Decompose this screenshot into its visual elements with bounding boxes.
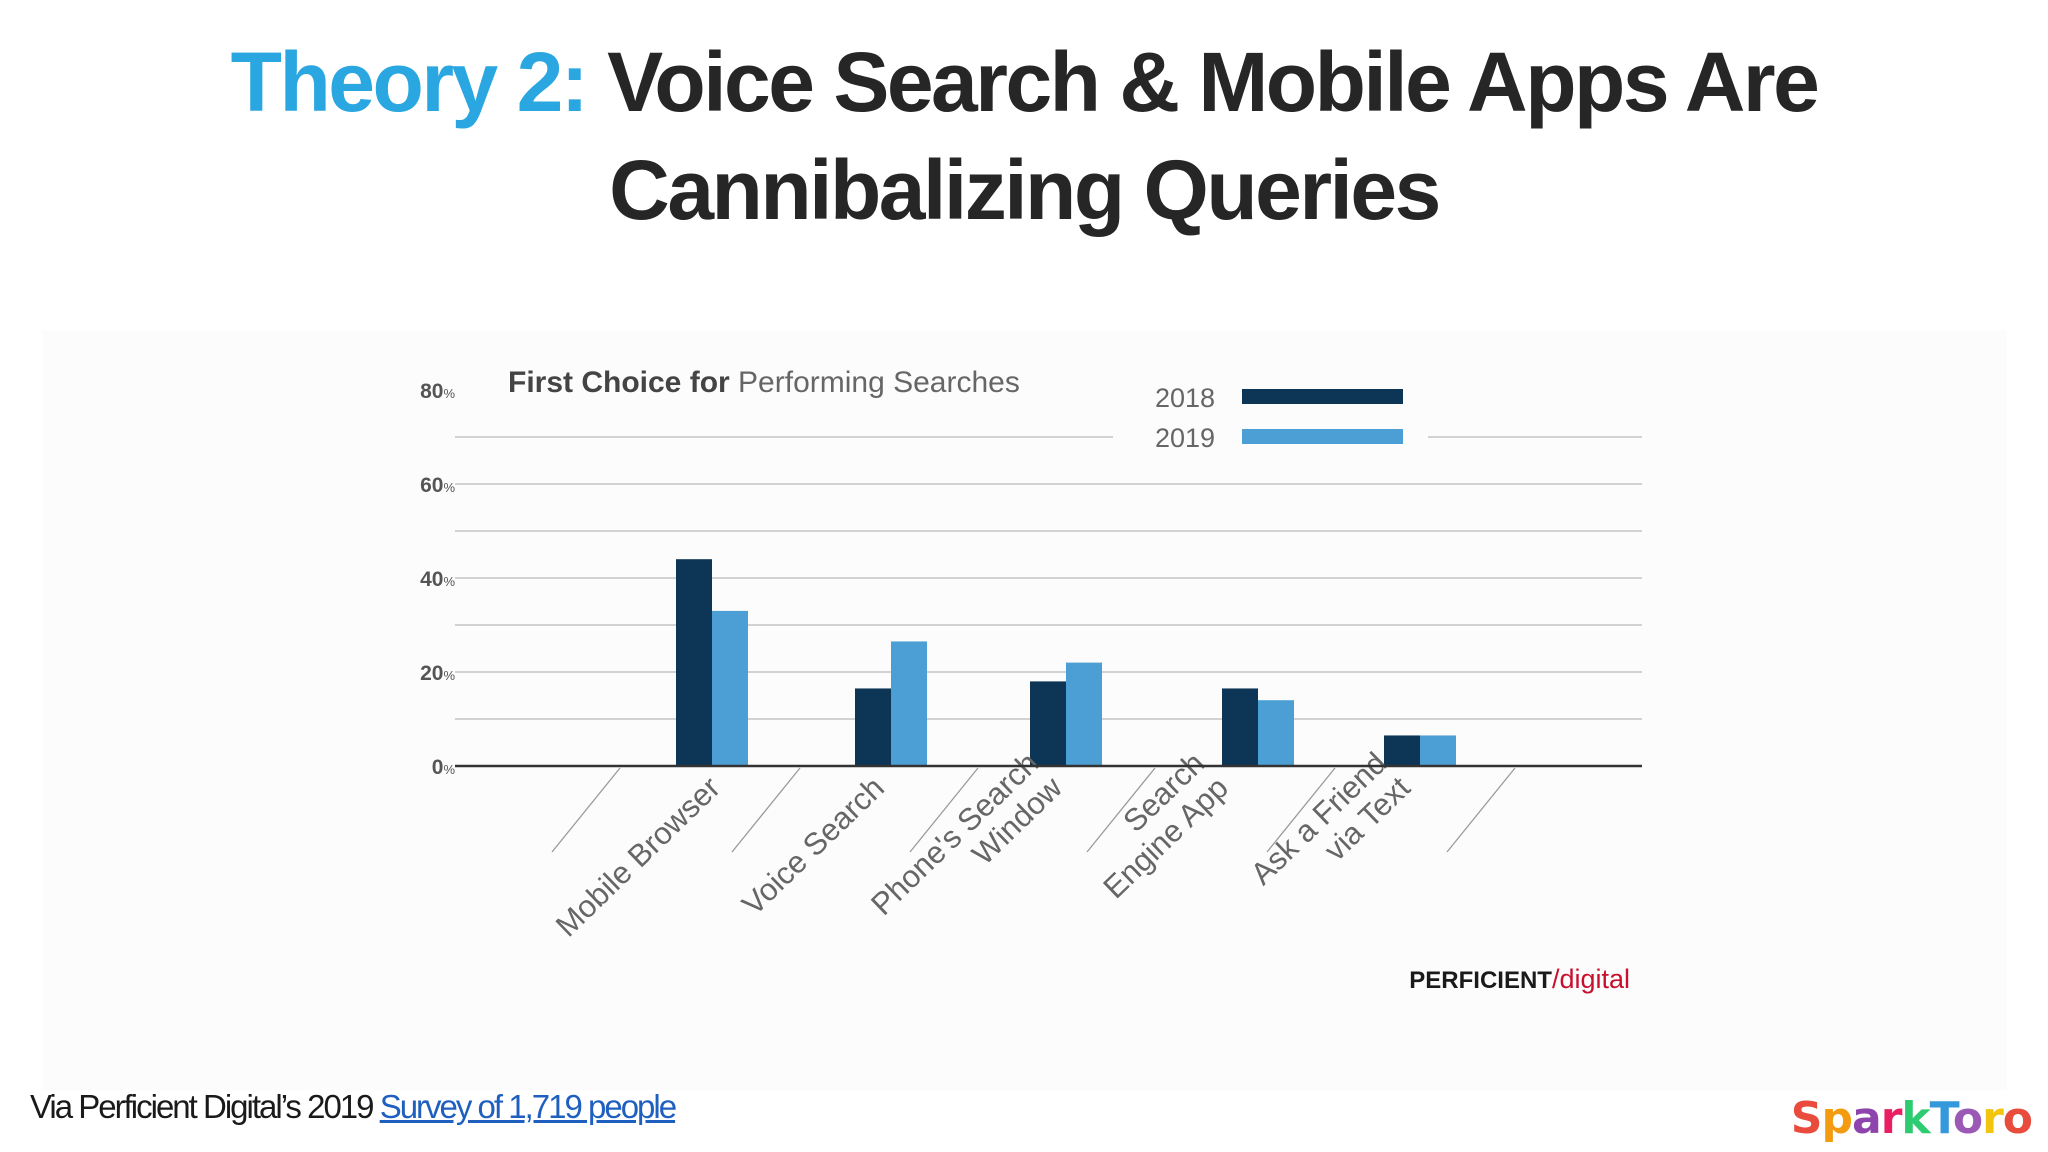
bar-2019	[1066, 662, 1102, 766]
y-axis-ticks: 80% 60% 40% 20% 0%	[420, 380, 455, 779]
survey-link[interactable]: Survey of 1,719 people	[379, 1088, 677, 1125]
chart-background	[42, 330, 2007, 1090]
y-tick-label: 60%	[420, 474, 455, 497]
source-citation: Via Perficient Digital’s 2019 Survey of …	[30, 1088, 677, 1126]
legend-label: 2018	[1155, 383, 1215, 413]
category-separator	[1266, 767, 1336, 853]
perficient-digital-logo: PERFICIENT/digital	[1409, 964, 1630, 994]
bar-2019	[891, 641, 927, 766]
legend-swatch	[1242, 389, 1403, 404]
chart-title-light: Performing Searches	[738, 366, 1020, 399]
bar-2018	[1222, 688, 1258, 766]
title-text: Voice Search & Mobile Apps Are Cannibali…	[586, 35, 1820, 237]
category-separator	[551, 767, 621, 853]
gridlines	[455, 436, 1642, 720]
category-separator	[909, 767, 979, 853]
bar-2018	[855, 688, 891, 766]
bar-2018	[1030, 681, 1066, 766]
bars	[676, 559, 1456, 766]
y-tick-label: 0%	[432, 756, 456, 779]
legend-swatch	[1242, 429, 1403, 444]
chart-title: First Choice for Performing Searches	[508, 366, 1020, 399]
y-tick-label: 20%	[420, 662, 455, 685]
legend-label: 2019	[1155, 423, 1215, 453]
category-separator	[1086, 767, 1156, 853]
bar-2019	[712, 610, 748, 766]
bar-2018	[676, 559, 712, 766]
bar-2018	[1384, 735, 1420, 766]
y-tick-label: 80%	[420, 380, 455, 403]
title-prefix: Theory 2:	[230, 35, 589, 129]
source-text: Via Perficient Digital’s 2019	[30, 1088, 380, 1125]
sparktoro-logo: SparkToro	[1790, 1093, 2033, 1144]
slide-title: Theory 2: Voice Search & Mobile Apps Are…	[0, 28, 2048, 244]
y-tick-label: 40%	[420, 568, 455, 591]
chart-legend: 2018 2019	[1155, 383, 1403, 453]
category-separator	[1446, 767, 1516, 853]
chart-title-bold: First Choice for	[508, 366, 730, 399]
bar-2019	[1258, 700, 1294, 766]
category-separator	[731, 767, 801, 853]
bar-2019	[1420, 735, 1456, 766]
